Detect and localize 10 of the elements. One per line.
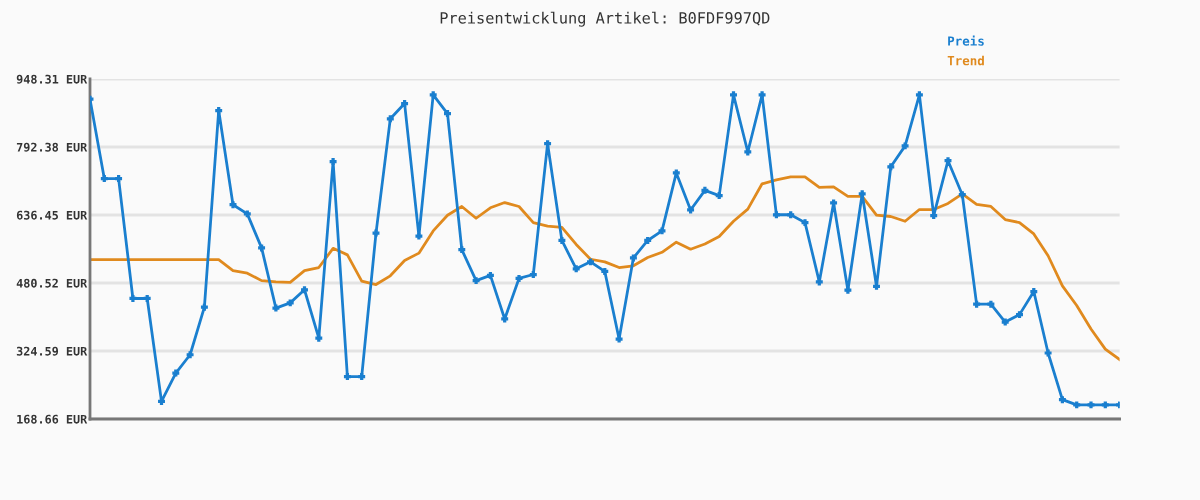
text: Trend xyxy=(947,55,984,66)
y-tick-label: 480.52 EUR xyxy=(16,278,88,288)
y-tick-label: 792.38 EUR xyxy=(16,142,88,152)
chart-title: Preisentwicklung Artikel: B0FDF997QD xyxy=(440,11,770,27)
y-tick-label: 636.45 EUR xyxy=(16,210,88,220)
y-tick-label: 168.66 EUR xyxy=(17,414,88,424)
line-series xyxy=(90,175,1120,361)
text: Preis xyxy=(948,35,984,46)
y-tick-label: 324.59 EUR xyxy=(16,346,88,356)
y-tick-label: 948.31 EUR xyxy=(16,74,88,84)
